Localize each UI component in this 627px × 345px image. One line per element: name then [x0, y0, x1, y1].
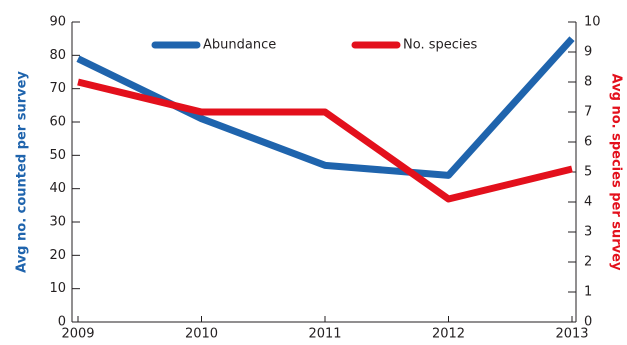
legend-label: No. species: [403, 38, 477, 53]
x-tick-label: 2012: [432, 327, 465, 342]
y2-tick-label: 5: [584, 165, 592, 180]
y2-tick-label: 4: [584, 195, 592, 210]
y-tick-label: 60: [49, 115, 66, 130]
x-tick-label: 2010: [185, 327, 218, 342]
y-tick-label: 30: [49, 215, 66, 230]
y-tick-label: 40: [49, 181, 66, 196]
y-axis-title: Avg no. counted per survey: [15, 71, 30, 273]
series-line: [76, 36, 575, 179]
y-tick-label: 80: [49, 48, 66, 63]
legend-label: Abundance: [203, 38, 276, 53]
y2-tick-label: 1: [584, 285, 592, 300]
y2-tick-label: 3: [584, 225, 592, 240]
y2-tick-label: 10: [584, 15, 601, 30]
y2-tick-label: 7: [584, 105, 592, 120]
y2-axis-title: Avg no. species per survey: [609, 74, 624, 271]
y-tick-label: 50: [49, 148, 66, 163]
x-tick-label: 2011: [308, 327, 341, 342]
y-tick-label: 90: [49, 15, 66, 30]
x-tick-label: 2013: [555, 327, 588, 342]
y-tick-label: 10: [49, 281, 66, 296]
y2-tick-label: 6: [584, 135, 592, 150]
y-tick-label: 0: [58, 315, 66, 330]
y2-tick-label: 2: [584, 255, 592, 270]
y-tick-label: 20: [49, 248, 66, 263]
series-line: [77, 78, 573, 203]
y-tick-label: 70: [49, 81, 66, 96]
y2-tick-label: 8: [584, 75, 592, 90]
y2-tick-label: 9: [584, 45, 592, 60]
y2-tick-label: 0: [584, 315, 592, 330]
x-tick-label: 2009: [61, 327, 94, 342]
